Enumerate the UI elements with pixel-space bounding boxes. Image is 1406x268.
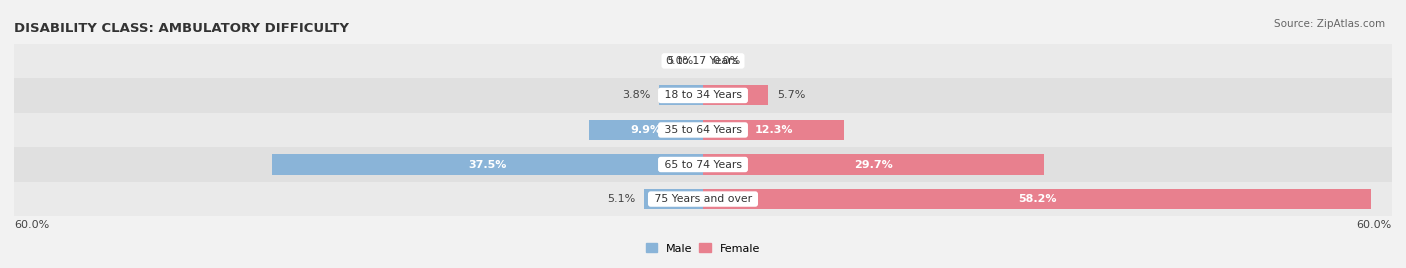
Bar bbox=[14, 182, 1392, 216]
Text: 58.2%: 58.2% bbox=[1018, 194, 1056, 204]
Text: 0.0%: 0.0% bbox=[665, 56, 693, 66]
Text: Source: ZipAtlas.com: Source: ZipAtlas.com bbox=[1274, 19, 1385, 29]
Bar bbox=[644, 189, 703, 209]
Text: 5.7%: 5.7% bbox=[778, 90, 806, 100]
Text: 3.8%: 3.8% bbox=[621, 90, 650, 100]
Legend: Male, Female: Male, Female bbox=[647, 243, 759, 254]
Text: 60.0%: 60.0% bbox=[1357, 221, 1392, 230]
Text: 60.0%: 60.0% bbox=[14, 221, 49, 230]
Text: 5.1%: 5.1% bbox=[607, 194, 636, 204]
Bar bbox=[703, 154, 1045, 174]
Bar bbox=[659, 85, 703, 106]
Text: DISABILITY CLASS: AMBULATORY DIFFICULTY: DISABILITY CLASS: AMBULATORY DIFFICULTY bbox=[14, 22, 349, 35]
Text: 5 to 17 Years: 5 to 17 Years bbox=[664, 56, 742, 66]
Text: 0.0%: 0.0% bbox=[713, 56, 741, 66]
Text: 18 to 34 Years: 18 to 34 Years bbox=[661, 90, 745, 100]
Text: 9.9%: 9.9% bbox=[631, 125, 662, 135]
Text: 37.5%: 37.5% bbox=[468, 159, 508, 170]
Bar bbox=[14, 147, 1392, 182]
Bar bbox=[273, 154, 703, 174]
Bar bbox=[703, 85, 769, 106]
Bar bbox=[14, 78, 1392, 113]
Bar bbox=[703, 189, 1371, 209]
Text: 75 Years and over: 75 Years and over bbox=[651, 194, 755, 204]
Bar bbox=[589, 120, 703, 140]
Text: 35 to 64 Years: 35 to 64 Years bbox=[661, 125, 745, 135]
Text: 12.3%: 12.3% bbox=[755, 125, 793, 135]
Bar bbox=[14, 113, 1392, 147]
Bar bbox=[14, 44, 1392, 78]
Text: 29.7%: 29.7% bbox=[853, 159, 893, 170]
Text: 65 to 74 Years: 65 to 74 Years bbox=[661, 159, 745, 170]
Bar bbox=[703, 120, 844, 140]
